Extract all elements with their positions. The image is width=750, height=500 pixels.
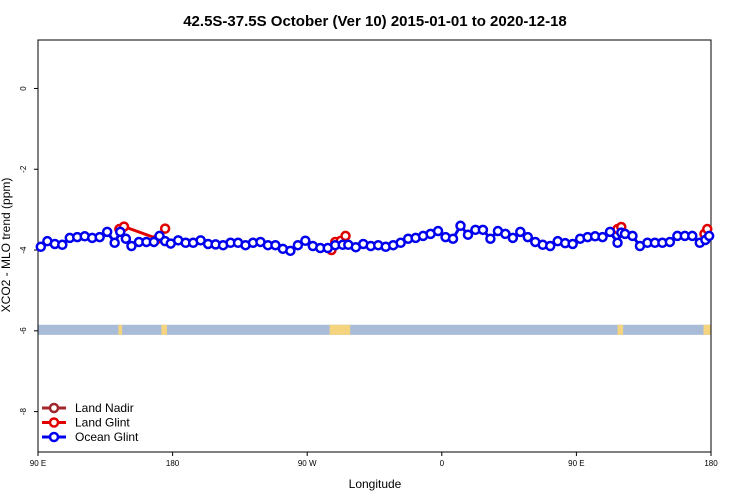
data-point <box>597 231 608 243</box>
data-point <box>604 226 616 238</box>
series-ocean-glint <box>35 220 715 257</box>
data-point <box>507 232 519 244</box>
data-point <box>300 235 311 246</box>
legend-item: Land Nadir <box>42 401 134 415</box>
coverage-bar <box>38 324 711 335</box>
coverage-land <box>329 324 351 335</box>
data-point <box>462 229 474 240</box>
legend-label: Ocean Glint <box>75 430 139 444</box>
y-tick-label: 0 <box>19 86 28 91</box>
x-tick-label: 180 <box>704 459 718 468</box>
legend-item: Ocean Glint <box>42 430 139 444</box>
legend-marker <box>48 402 60 414</box>
y-axis: 0 -2 -4 -6 -8 <box>19 86 38 415</box>
y-tick-label: -2 <box>19 165 28 173</box>
x-tick-label: 90 W <box>298 459 317 468</box>
data-point <box>447 233 459 244</box>
data-point <box>500 228 511 240</box>
data-point <box>612 237 623 249</box>
data-point <box>687 230 698 242</box>
data-point <box>292 239 304 251</box>
data-point <box>148 236 160 248</box>
data-point <box>703 230 715 242</box>
x-axis-label: Longitude <box>349 477 402 491</box>
data-point <box>285 245 296 257</box>
legend-marker <box>48 431 60 443</box>
data-point <box>432 225 444 237</box>
coverage-land <box>703 324 711 335</box>
coverage-ocean <box>38 324 711 335</box>
coverage-land <box>617 324 624 335</box>
data-point <box>35 241 47 253</box>
x-tick-label: 180 <box>166 459 180 468</box>
data-point <box>94 231 105 243</box>
data-point <box>515 226 526 238</box>
x-axis: 90 E 180 90 W 0 90 E 180 <box>30 452 718 468</box>
data-point <box>567 238 578 250</box>
chart-title: 42.5S-37.5S October (Ver 10) 2015-01-01 … <box>183 13 567 30</box>
data-point <box>340 230 351 242</box>
y-tick-label: -6 <box>19 327 28 335</box>
coverage-land <box>118 324 123 335</box>
data-point <box>477 224 489 236</box>
y-axis-label: XCO2 - MLO trend (ppm) <box>0 178 13 313</box>
data-point <box>455 220 466 232</box>
data-point <box>126 240 137 252</box>
data-point <box>101 226 113 238</box>
data-point <box>57 239 68 251</box>
coverage-land <box>161 324 167 335</box>
data-point <box>115 226 126 238</box>
data-point <box>485 233 496 244</box>
data-point <box>664 236 676 248</box>
legend-label: Land Nadir <box>75 401 134 415</box>
data-point <box>522 231 534 243</box>
data-point <box>109 237 120 249</box>
legend-marker <box>48 417 60 428</box>
y-tick-label: -8 <box>19 408 28 416</box>
x-tick-label: 0 <box>440 459 445 468</box>
data-point <box>120 233 132 244</box>
x-tick-label: 90 E <box>568 459 584 468</box>
series-layer <box>35 220 715 257</box>
legend-item: Land Glint <box>42 416 130 430</box>
data-point <box>395 237 406 249</box>
y-tick-label: -4 <box>19 246 28 254</box>
data-point <box>544 240 556 252</box>
x-tick-label: 90 E <box>30 459 46 468</box>
data-point <box>627 230 638 242</box>
legend-label: Land Glint <box>75 416 130 430</box>
data-point <box>159 223 171 234</box>
